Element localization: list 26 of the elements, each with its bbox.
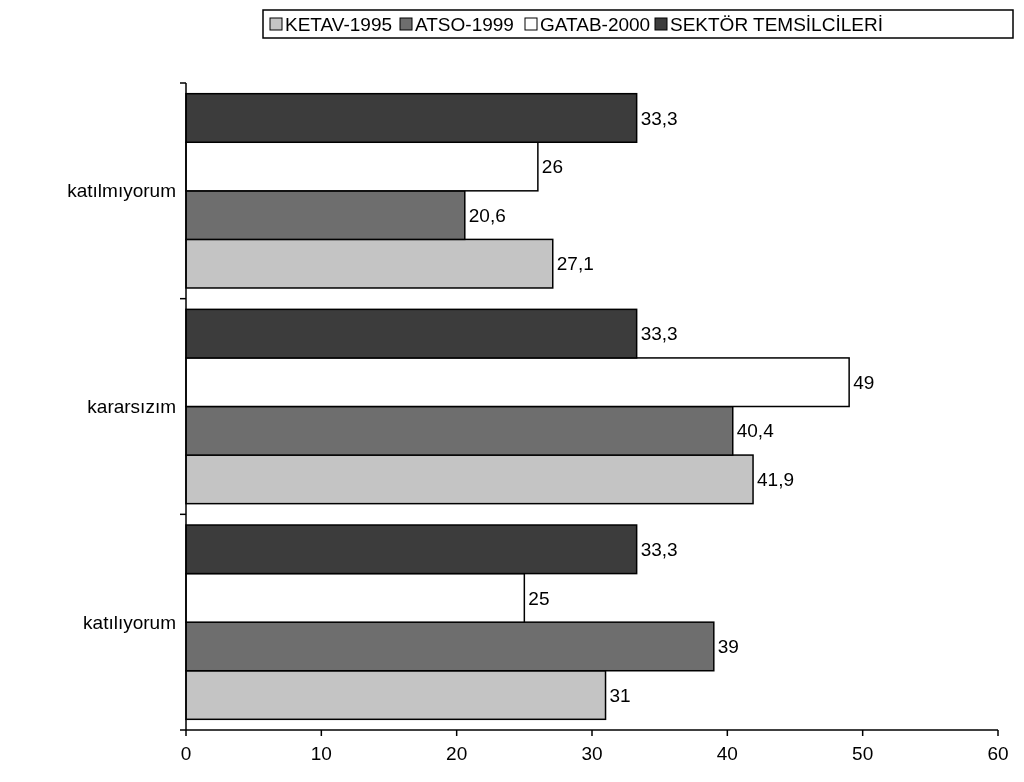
data-label: 20,6: [468, 204, 506, 226]
x-tick-label: 0: [180, 743, 192, 764]
legend-label: SEKTÖR TEMSİLCİLERİ: [670, 14, 883, 35]
x-tick-label: 40: [716, 743, 738, 764]
legend-label: KETAV-1995: [285, 14, 393, 35]
y-tick-label: katılıyorum: [83, 611, 176, 633]
x-tick-label: 60: [987, 743, 1009, 764]
data-label: 41,9: [757, 469, 795, 491]
data-label: 33,3: [640, 107, 678, 129]
data-label: 27,1: [556, 253, 594, 275]
data-label: 40,4: [736, 420, 775, 442]
x-tick-label: 50: [852, 743, 874, 764]
data-label: 33,3: [640, 538, 678, 560]
x-tick-label: 10: [310, 743, 332, 764]
legend-label: GATAB-2000: [540, 14, 651, 35]
data-label: 26: [541, 156, 564, 178]
data-label: 31: [609, 684, 631, 706]
x-tick-label: 20: [446, 743, 468, 764]
y-tick-label: kararsızım: [87, 396, 176, 418]
legend-label: ATSO-1999: [415, 14, 514, 35]
x-tick-label: 30: [581, 743, 603, 764]
data-label: 25: [528, 587, 550, 609]
data-label: 33,3: [640, 323, 678, 345]
data-label: 39: [717, 636, 739, 658]
y-tick-label: katılmıyorum: [67, 180, 176, 202]
data-label: 49: [853, 371, 875, 393]
